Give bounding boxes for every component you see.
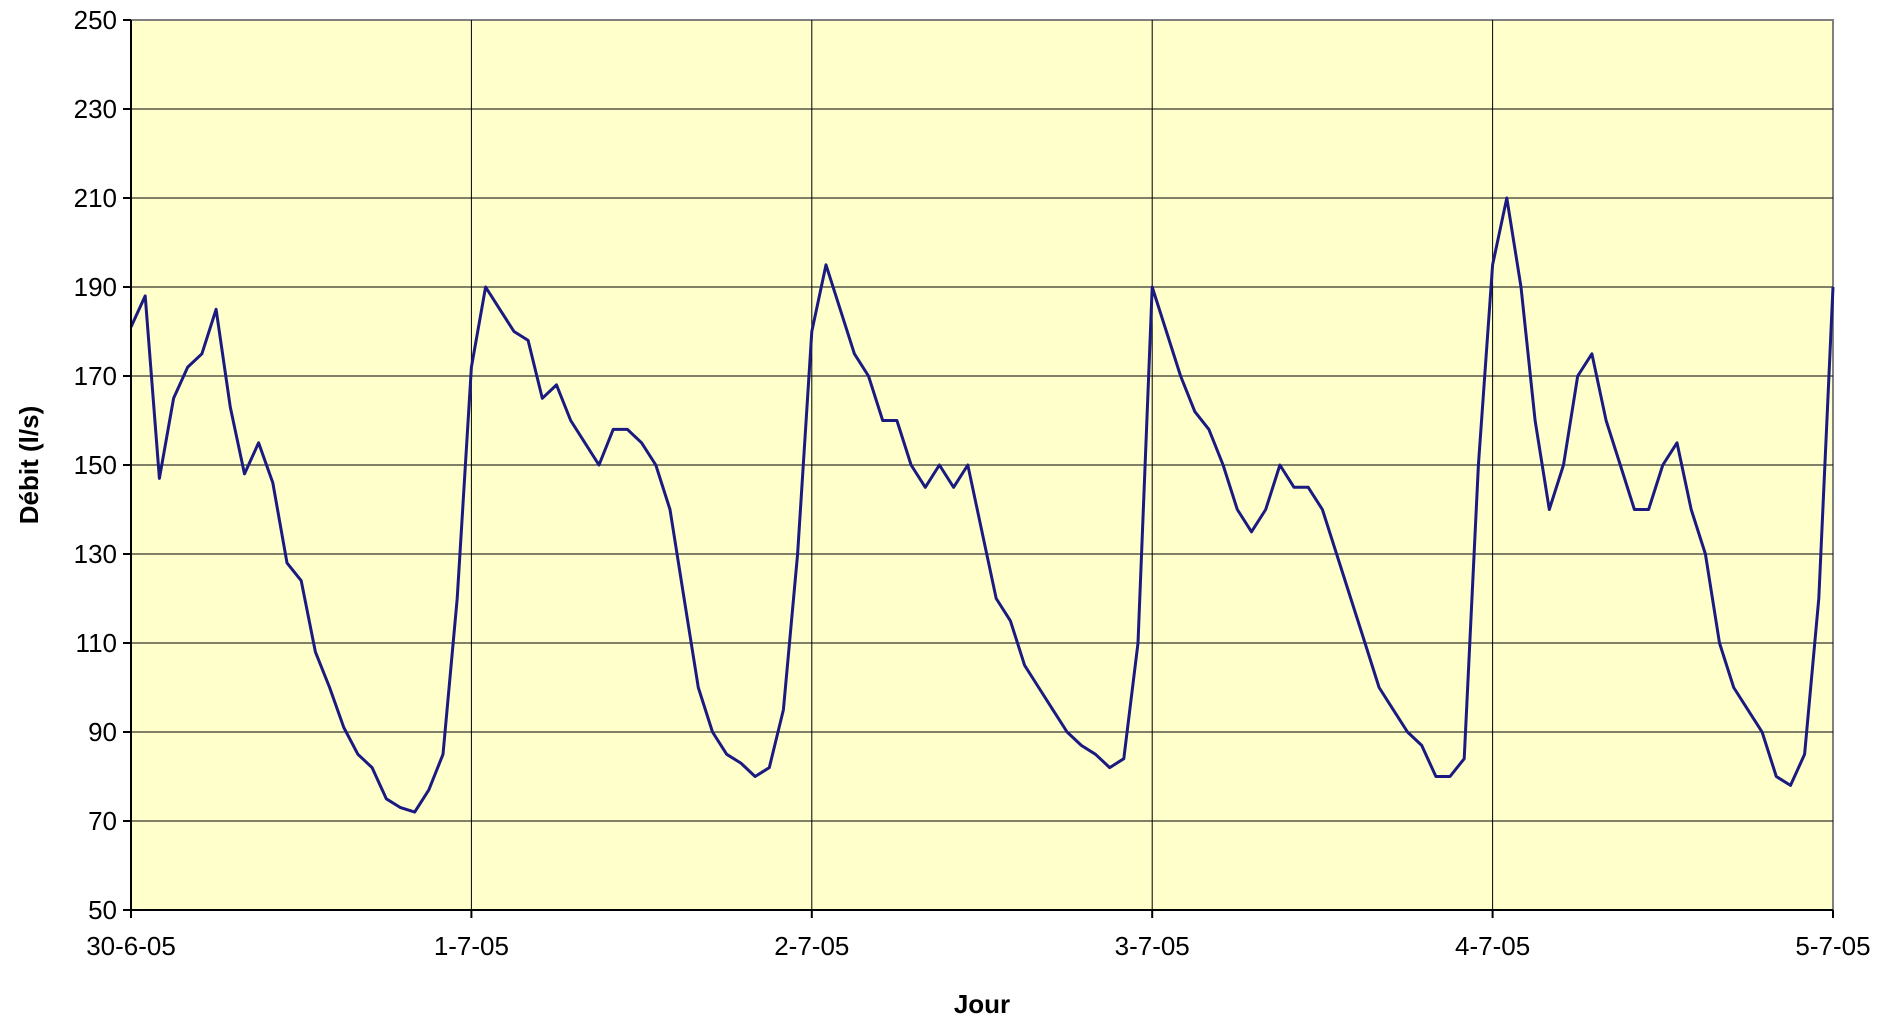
series-line — [129, 196, 1835, 814]
y-tick-label: 130 — [74, 539, 117, 569]
x-tick-label: 2-7-05 — [774, 931, 849, 961]
x-tick-label: 3-7-05 — [1115, 931, 1190, 961]
x-tick-label: 1-7-05 — [434, 931, 509, 961]
x-tick-label: 5-7-05 — [1795, 931, 1870, 961]
y-tick-label: 170 — [74, 361, 117, 391]
y-tick-label: 210 — [74, 183, 117, 213]
y-axis-title: Débit (l/s) — [14, 406, 44, 524]
y-tick-label: 90 — [88, 717, 117, 747]
y-tick-label: 50 — [88, 895, 117, 925]
y-tick-label: 230 — [74, 94, 117, 124]
axes — [123, 19, 1834, 918]
series-layer — [129, 196, 1835, 814]
x-tick-label: 4-7-05 — [1455, 931, 1530, 961]
y-tick-label: 150 — [74, 450, 117, 480]
y-tick-label: 110 — [76, 628, 117, 658]
grid-lines — [131, 20, 1833, 910]
y-tick-label: 70 — [88, 806, 117, 836]
y-tick-label: 190 — [74, 272, 117, 302]
x-axis-title: Jour — [954, 989, 1010, 1019]
tick-labels: 50 70 90 110 130 150 170 190 210 230 250 30-6-05 1-7… — [74, 5, 1871, 961]
y-tick-label: 250 — [74, 5, 117, 35]
x-tick-label: 30-6-05 — [86, 931, 176, 961]
